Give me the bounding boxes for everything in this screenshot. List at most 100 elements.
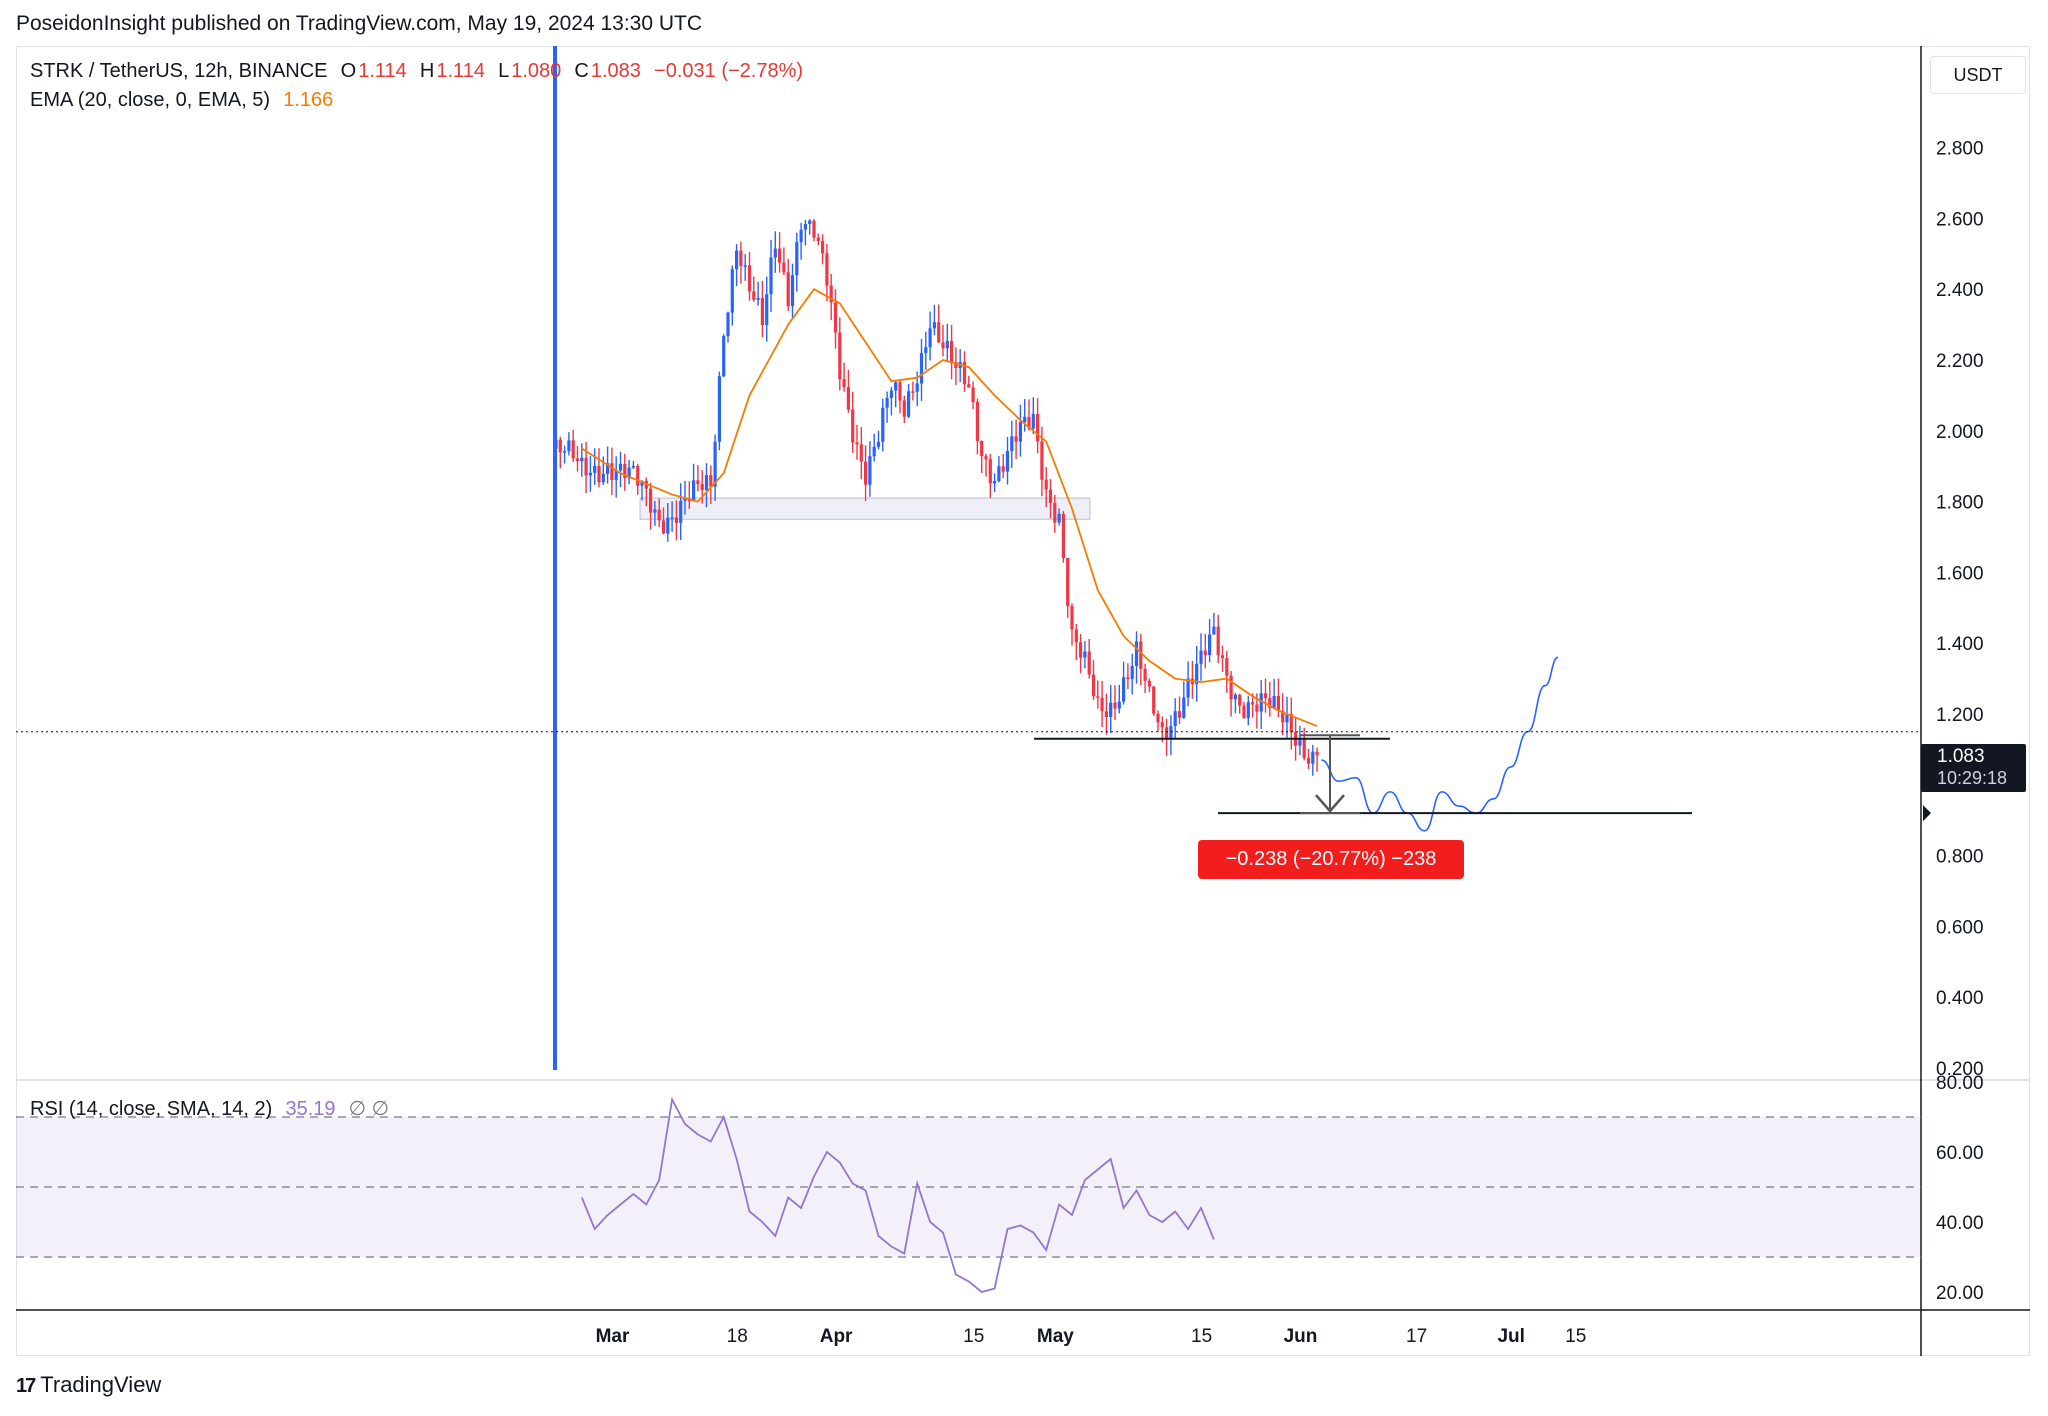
candle-body [1242, 705, 1246, 719]
candle-body [898, 382, 902, 401]
candle-body [825, 253, 829, 286]
candle-body [1263, 693, 1268, 699]
candle-body [717, 376, 721, 442]
last-price-value: 1.083 [1937, 746, 1985, 767]
candle-body [1272, 696, 1276, 708]
ema-label: EMA (20, close, 0, EMA, 5) [30, 89, 271, 111]
candle-body [554, 439, 558, 449]
candle-body [580, 457, 584, 462]
candle-body [752, 291, 756, 300]
y-tick-label: 1.600 [1936, 563, 1984, 584]
candle-body [1289, 714, 1293, 733]
candle-body [1160, 722, 1164, 728]
chart-frame [16, 46, 2030, 1356]
y-tick-label: 1.200 [1936, 705, 1984, 726]
symbol-legend: STRK / TetherUS, 12h, BINANCE O 1.114 H 1.… [30, 60, 805, 83]
candle-body [778, 248, 782, 263]
candle-body [623, 463, 627, 479]
candle-body [1109, 702, 1113, 717]
candle-body [808, 220, 812, 224]
candle-body [1302, 739, 1306, 758]
candle-body [1255, 704, 1259, 712]
candle-body [661, 520, 666, 534]
candle-body [855, 442, 859, 445]
candle-body [1005, 451, 1010, 472]
candle-body [1139, 641, 1143, 669]
candle-body [588, 472, 592, 476]
measure-arrow-head [1315, 794, 1345, 814]
candle-body [902, 400, 906, 417]
candle-body [735, 250, 739, 270]
high-label: H [419, 60, 435, 82]
ema-value: 1.166 [283, 89, 334, 111]
candle-body [730, 269, 734, 313]
candle-body [1061, 513, 1065, 559]
candle-body [1014, 436, 1018, 442]
candle-body [984, 456, 988, 460]
candle-body [1087, 651, 1091, 675]
candle-body [584, 457, 588, 476]
x-tick-label: 15 [1191, 1326, 1212, 1347]
candle-body [1186, 678, 1190, 698]
candle-body [932, 322, 936, 329]
candle-body [1199, 650, 1203, 664]
candle-body [614, 470, 618, 480]
y-tick-label: 2.000 [1936, 422, 1984, 443]
candle-body [567, 440, 571, 452]
candle-body [881, 407, 885, 442]
candle-body [640, 480, 644, 486]
candle-body [868, 456, 872, 485]
candle-body [1010, 436, 1014, 452]
candle-body [1027, 416, 1031, 429]
rsi-label: RSI (14, close, SMA, 14, 2) [30, 1098, 273, 1120]
candle-body [980, 440, 984, 457]
y-tick-label: 0.200 [1936, 1059, 1984, 1080]
candle-body [1229, 675, 1233, 700]
candle-body [1134, 641, 1139, 666]
candle-body [1130, 665, 1134, 679]
candle-body [1208, 634, 1212, 656]
candle-body [1023, 416, 1027, 423]
candle-body [1315, 751, 1319, 756]
y-tick-label: 1.800 [1936, 493, 1984, 514]
candle-body [803, 223, 807, 230]
candle-body [1156, 713, 1160, 723]
candle-body [1040, 441, 1044, 480]
change-value: −0.031 (−2.78%) [654, 60, 804, 82]
candle-body [829, 285, 833, 303]
candle-body [1053, 503, 1057, 523]
candle-body [924, 347, 928, 353]
candle-body [975, 401, 979, 441]
candle-body [1246, 702, 1250, 719]
publisher-caption: PoseidonInsight published on TradingView… [16, 12, 703, 35]
y-tick-label: 2.600 [1936, 209, 1984, 230]
candle-body [950, 340, 954, 363]
candle-body [760, 297, 764, 326]
candle-body [722, 335, 726, 377]
candle-body [601, 473, 605, 483]
candle-body [1173, 711, 1177, 727]
candle-body [747, 265, 752, 292]
tradingview-logo: 17 [16, 1375, 36, 1397]
candle-body [1276, 696, 1280, 711]
candle-body [842, 379, 846, 388]
candle-body [1066, 558, 1070, 607]
candle-body [700, 484, 704, 491]
candle-body [945, 340, 949, 349]
high-value: 1.114 [436, 60, 485, 82]
candle-body [1104, 711, 1108, 717]
candle-body [1057, 513, 1061, 523]
x-tick-label: Apr [820, 1326, 853, 1347]
candle-body [1143, 668, 1147, 681]
candle-body [597, 465, 601, 483]
candle-body [674, 517, 678, 523]
currency-button[interactable]: USDT [1930, 56, 2026, 94]
candle-body [704, 475, 709, 491]
listing-candle [553, 46, 557, 1070]
close-label: C [574, 60, 589, 82]
candle-body [1091, 674, 1096, 697]
low-label: L [498, 60, 510, 82]
candle-body [1268, 698, 1272, 708]
candle-body [593, 465, 597, 473]
